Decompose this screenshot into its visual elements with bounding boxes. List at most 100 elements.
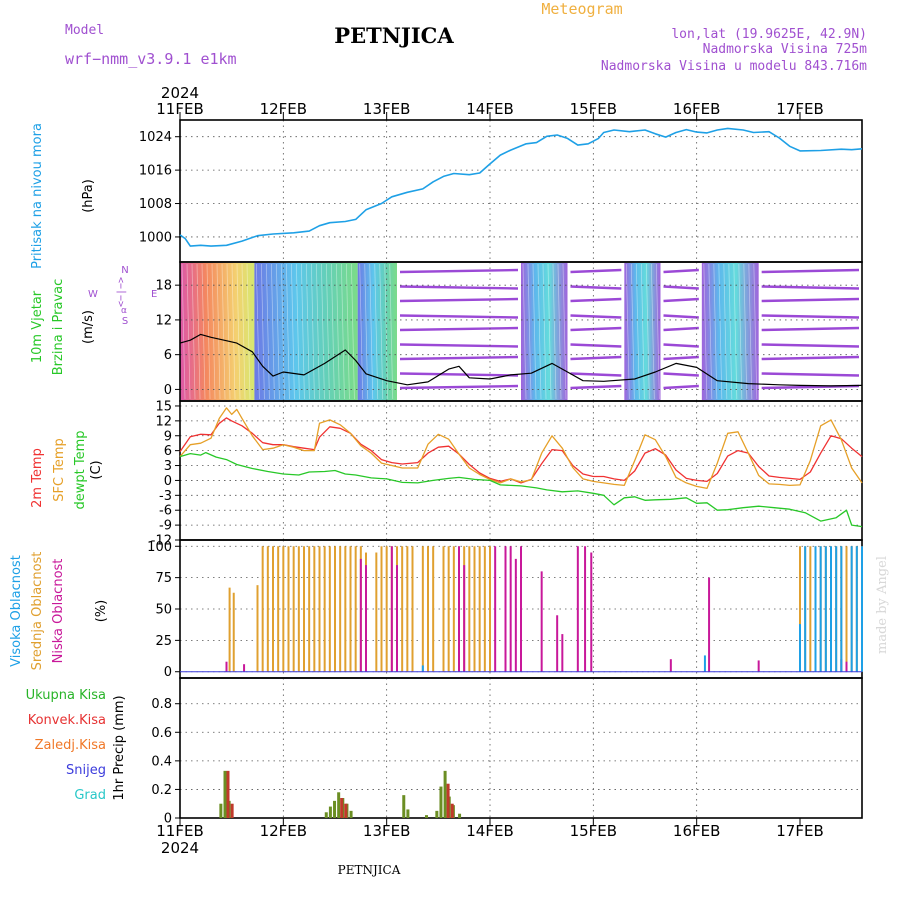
total_precip-bar — [458, 813, 462, 818]
y-tick-label: 9 — [164, 429, 172, 444]
wind-arrow-streak — [231, 263, 236, 400]
pressure-ylabel: Pritisak na nivou mora — [30, 123, 45, 269]
x-date-label-bottom: 17FEB — [776, 822, 823, 840]
wind-arrow-streak — [718, 263, 723, 400]
wind-arrow-streak — [191, 263, 196, 400]
temperature-panel-frame — [179, 400, 863, 541]
wind-arrow-streak — [201, 263, 206, 400]
wind-arrow-row — [761, 355, 860, 361]
precip-panel-frame — [179, 677, 863, 819]
wind-arrow-streak — [346, 263, 350, 400]
x-date-label-top: 14FEB — [466, 100, 513, 118]
wind-arrow-streak — [276, 263, 280, 400]
compass-n: N — [121, 265, 128, 276]
wind-arrow-row — [663, 268, 699, 274]
wind-arrow-row — [761, 384, 860, 390]
y-tick-label: -12 — [151, 534, 172, 549]
legend-snow: Snijeg — [66, 763, 106, 778]
wind-band — [180, 263, 255, 400]
wind-arrow-streak — [384, 263, 389, 400]
wind-arrow-row — [761, 268, 860, 274]
cloud-ylabel-a: Visoka Oblacnost — [9, 555, 24, 667]
wind-arrow-streak — [532, 263, 537, 400]
temp-ylabel-c: dewpt Temp — [73, 430, 88, 509]
wind-arrow-streak — [547, 263, 552, 400]
x-date-label-bottom: 14FEB — [466, 822, 513, 840]
wind-arrow-row — [399, 268, 519, 274]
wind-arrow-streak — [562, 263, 567, 400]
wind-arrow-streak — [728, 263, 733, 400]
wind-arrow-streak — [321, 263, 325, 400]
wind-arrow-row — [761, 326, 860, 332]
y-tick-label: 0.8 — [151, 697, 172, 712]
temp-ylabel-b: SFC Temp — [52, 438, 67, 502]
y-tick-label: -3 — [159, 489, 172, 504]
wind-arrow-streak — [527, 263, 532, 400]
wind-arrow-streak — [196, 263, 201, 400]
compass-e: E — [151, 289, 157, 300]
x-date-label-bottom: 11FEB — [156, 822, 203, 840]
wind-arrow-row — [570, 314, 622, 319]
wind-arrow-row — [663, 384, 699, 390]
wind-arrow-streak — [316, 263, 320, 400]
wind-ylabel-sub: Brzina i Pravac — [51, 279, 66, 376]
model-label: Model — [65, 23, 104, 38]
wind-arrow-row — [570, 297, 622, 303]
conv_precip-bar — [340, 798, 344, 818]
legend-conv-precip: Konvek.Kisa — [28, 713, 106, 728]
footer-title: PETNJICA — [338, 863, 401, 877]
wind-arrow-streak — [286, 263, 290, 400]
wind-arrow-row — [663, 314, 699, 319]
y-tick-label: 6 — [164, 348, 172, 363]
x-date-label-bottom: 16FEB — [673, 822, 720, 840]
wind-arrow-streak — [650, 263, 655, 400]
wind-arrow-streak — [331, 263, 335, 400]
y-tick-label: 25 — [155, 634, 172, 649]
wind-ylabel: 10m Vjetar — [30, 290, 45, 363]
compass-arrow: <−|−> — [116, 277, 127, 307]
wind-arrow-streak — [738, 263, 743, 400]
wind-arrow-row — [663, 285, 699, 290]
wind-arrow-streak — [336, 263, 340, 400]
wind-arrow-streak — [364, 263, 369, 400]
wind-arrow-row — [399, 343, 519, 348]
x-date-label-top: 11FEB — [156, 100, 203, 118]
wind-arrow-streak — [261, 263, 265, 400]
y-tick-label: 1024 — [139, 130, 172, 145]
year-top: 2024 — [161, 84, 199, 102]
wind-arrow-streak — [389, 263, 394, 400]
wind-arrow-row — [761, 297, 860, 303]
wind-arrow-streak — [379, 263, 384, 400]
wind-arrow-streak — [645, 263, 650, 400]
y-tick-label: 0 — [164, 474, 172, 489]
wind-arrow-row — [570, 326, 622, 332]
total_precip-bar — [443, 770, 447, 818]
total_precip-bar — [402, 795, 406, 818]
wind-arrow-row — [663, 355, 699, 361]
wind-arrow-streak — [301, 263, 305, 400]
wind-arrow-streak — [246, 263, 251, 400]
wind-arrow-streak — [271, 263, 275, 400]
total_precip-bar — [425, 815, 428, 818]
x-date-label-top: 17FEB — [776, 100, 823, 118]
wind-unit: (m/s) — [81, 310, 96, 344]
wind-arrow-streak — [630, 263, 635, 400]
precip-unit: 1hr Precip (mm) — [112, 695, 127, 800]
wind-arrow-streak — [341, 263, 345, 400]
y-tick-label: 0 — [164, 665, 172, 680]
compass-alpha: α — [121, 306, 127, 316]
y-tick-label: 12 — [155, 414, 172, 429]
y-tick-label: 1000 — [139, 230, 172, 245]
wind-arrow-row — [663, 326, 699, 332]
total_precip-bar — [219, 803, 223, 818]
wind-arrow-streak — [236, 263, 241, 400]
wind-arrow-row — [663, 372, 699, 377]
meteogram-label: Meteogram — [541, 0, 622, 18]
wind-arrow-streak — [306, 263, 310, 400]
total_precip-bar — [349, 810, 353, 818]
total_precip-bar — [439, 786, 443, 818]
compass-w: W — [88, 289, 98, 300]
year-bottom: 2024 — [161, 839, 199, 857]
wind-arrow-streak — [713, 263, 718, 400]
wind-arrow-streak — [537, 263, 542, 400]
